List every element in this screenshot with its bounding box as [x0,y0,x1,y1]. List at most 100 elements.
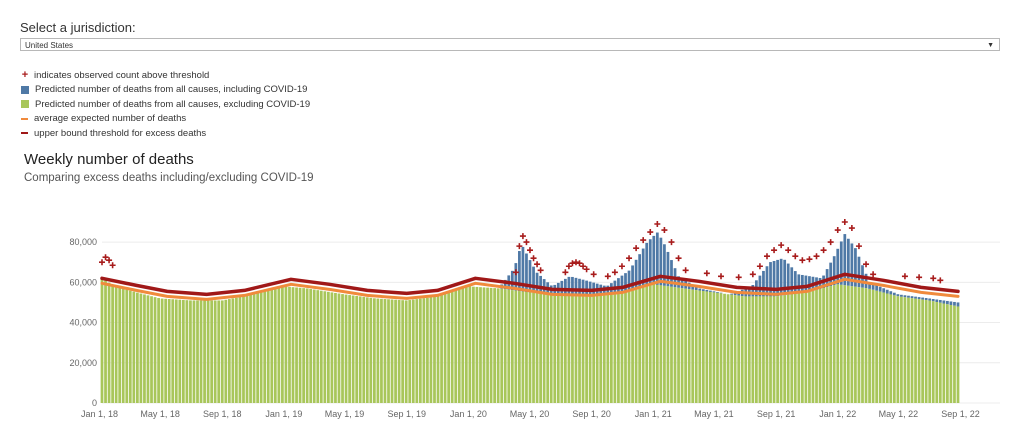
above-threshold-marker [827,239,834,246]
above-threshold-marker [834,227,841,234]
bar-excluding-covid [334,292,337,403]
bar-excluding-covid [305,288,309,403]
bar-including-covid [921,297,925,300]
bar-excluding-covid [235,297,238,403]
above-threshold-marker [572,259,579,266]
bar-including-covid [825,269,829,288]
bar-excluding-covid [482,287,486,403]
bar-excluding-covid [358,296,362,403]
bar-excluding-covid [953,305,956,403]
bar-excluding-covid [436,296,440,403]
bar-including-covid [751,285,755,297]
bar-excluding-covid [461,288,465,403]
bar-including-covid [889,291,893,295]
bar-excluding-covid [549,293,553,403]
bar-excluding-covid [397,299,401,403]
above-threshold-marker [870,271,877,278]
bar-excluding-covid [309,289,313,403]
bar-excluding-covid [864,288,868,403]
bar-including-covid [510,270,514,291]
above-threshold-marker [654,221,661,228]
jurisdiction-select[interactable]: United States ▼ [20,38,1000,51]
bar-excluding-covid [900,296,903,403]
bar-excluding-covid [372,298,376,403]
bar-excluding-covid [178,299,182,403]
bar-including-covid [716,292,719,293]
bar-excluding-covid [135,292,139,403]
bar-excluding-covid [687,289,691,403]
bar-including-covid [935,299,939,303]
bar-excluding-covid [592,296,596,403]
bar-excluding-covid [503,289,507,403]
bar-excluding-covid [157,298,160,403]
bar-including-covid [843,234,847,286]
above-threshold-marker [778,242,785,249]
bar-including-covid [885,289,889,294]
bar-including-covid [857,256,861,288]
above-threshold-marker [626,255,633,262]
bar-excluding-covid [224,299,228,403]
legend-item-above-threshold: + indicates observed count above thresho… [20,68,310,83]
bar-excluding-covid [231,298,235,403]
bar-excluding-covid [521,291,525,403]
bar-excluding-covid [327,291,330,403]
bar-including-covid [627,270,631,291]
bar-excluding-covid [733,295,737,403]
above-threshold-marker [516,243,523,250]
above-threshold-marker [534,261,541,268]
bar-excluding-covid [291,287,295,403]
x-tick-label: Jan 1, 18 [81,409,118,419]
bar-including-covid [758,275,762,297]
plus-icon: + [21,69,29,82]
bar-excluding-covid [811,290,815,403]
bar-including-covid [701,289,705,292]
bar-excluding-covid [111,284,114,403]
chevron-down-icon[interactable]: ▼ [987,42,994,49]
above-threshold-marker [102,254,109,261]
bar-excluding-covid [563,294,567,403]
bar-including-covid [574,277,578,296]
bar-excluding-covid [666,286,670,403]
bar-excluding-covid [634,288,638,403]
legend-item-excluding-covid: Predicted number of deaths from all caus… [20,97,310,112]
bar-excluding-covid [779,295,783,403]
bar-excluding-covid [426,297,429,403]
above-threshold-marker [580,263,587,270]
bar-excluding-covid [878,291,882,403]
bar-excluding-covid [857,287,861,403]
bar-excluding-covid [804,292,808,403]
bar-excluding-covid [411,299,415,403]
bar-excluding-covid [532,292,535,403]
bar-including-covid [797,274,801,294]
bar-excluding-covid [875,290,879,403]
above-threshold-marker [675,255,682,262]
bar-excluding-covid [189,300,192,403]
above-threshold-marker [901,273,908,280]
bar-excluding-covid [387,299,390,403]
y-tick-label: 0 [92,398,97,408]
bar-including-covid [772,260,776,297]
bar-including-covid [655,232,659,285]
bar-excluding-covid [648,285,652,403]
bar-excluding-covid [571,295,574,403]
bar-including-covid [871,283,875,290]
legend-label: Predicted number of deaths from all caus… [35,98,311,110]
x-tick-label: Sep 1, 18 [203,409,242,419]
above-threshold-marker [855,243,862,250]
bar-including-covid [571,276,574,296]
jurisdiction-label: Select a jurisdiction: [20,20,136,35]
above-threshold-marker [562,269,569,276]
bar-excluding-covid [854,286,857,403]
bar-excluding-covid [673,287,677,403]
bar-excluding-covid [737,295,741,403]
bar-including-covid [892,292,896,296]
above-threshold-marker [537,267,544,274]
above-threshold-marker [799,257,806,264]
bar-including-covid [903,295,907,298]
bar-excluding-covid [121,288,125,403]
chart-title: Weekly number of deaths [24,151,194,168]
bar-including-covid [585,280,588,297]
bar-excluding-covid [319,290,323,403]
bar-excluding-covid [440,295,443,403]
bar-including-covid [518,251,521,292]
